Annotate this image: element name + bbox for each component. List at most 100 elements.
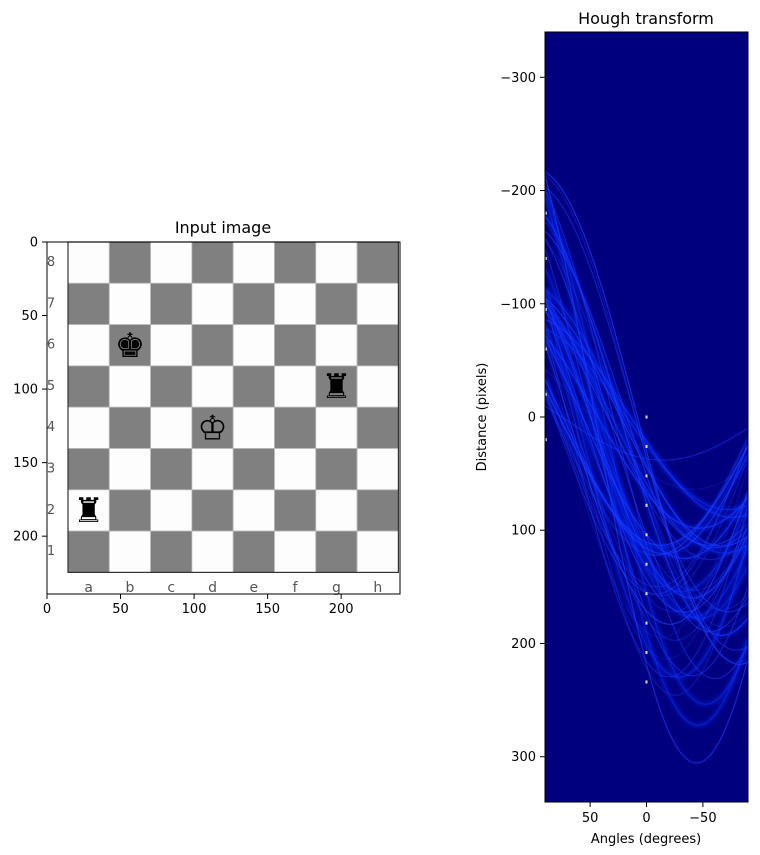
rank-labels: 8 7 6 5 4 3 2 1 [47,255,55,559]
white-king-piece: ♔ [197,408,227,448]
board-square-e2 [232,489,275,532]
board-square-f6 [274,324,317,367]
board-square-f3 [274,448,317,491]
hough-curve [545,397,748,557]
board-square-a3 [67,448,110,491]
hough-peak [645,415,648,419]
hough-curve [545,388,748,546]
board-square-g1 [315,530,358,573]
board-square-c8 [150,241,193,284]
board-square-e7 [232,282,275,325]
hough-peak [545,392,547,396]
x-tick-label: −50 [689,811,716,826]
hough-curve-glow [545,290,748,680]
file-label: g [332,580,341,596]
board-square-h8 [356,241,399,284]
board-square-a6 [67,324,110,367]
board-square-a4 [67,406,110,449]
board-square-a8 [67,241,110,284]
board-square-b3 [108,448,152,491]
board-square-h7 [356,282,399,325]
board-square-c5 [150,365,193,408]
board-square-h4 [356,406,399,449]
hough-y-ticks: −300 −200 −100 0 100 200 300 [500,71,545,765]
board-square-e5 [232,365,275,408]
x-tick-label: 0 [642,811,650,826]
board-square-g2 [315,489,358,532]
board-square-d8 [191,241,234,284]
hough-curve [545,321,748,641]
y-tick-label: −100 [500,297,536,312]
board-square-d2 [191,489,234,532]
hough-curve [545,326,748,593]
rank-label: 4 [47,420,55,435]
hough-peak [545,347,547,351]
y-tick-label: 0 [30,236,38,251]
y-tick-label: 200 [511,637,536,652]
board-square-c7 [150,282,193,325]
file-label: b [126,580,135,596]
board-square-f8 [274,241,317,284]
hough-curve [545,304,748,549]
hough-curve [545,328,748,678]
x-tick-label: 50 [582,811,599,826]
hough-curve [545,368,748,490]
x-tick-label: 0 [43,602,51,617]
hough-curve [545,394,748,556]
board-square-h5 [356,365,399,408]
file-label: c [167,580,175,596]
board-square-b7 [108,282,152,325]
board-square-h1 [356,530,399,573]
y-tick-label: 100 [511,524,536,539]
rank-label: 2 [47,503,55,518]
hough-curve [545,239,748,611]
board-square-b4 [108,406,152,449]
hough-curve [545,286,748,618]
hough-curve [545,335,748,529]
board-square-f4 [274,406,317,449]
board-square-g4 [315,406,358,449]
hough-xlabel: Angles (degrees) [591,832,701,847]
board-square-c2 [150,489,193,532]
board-square-h2 [356,489,399,532]
hough-curve [545,248,748,677]
rank-label: 6 [47,338,55,353]
input-image-title: Input image [175,218,271,237]
board-square-f1 [274,530,317,573]
hough-peaks [545,211,648,684]
board-square-b6 [108,324,152,367]
hough-curve [545,379,748,555]
x-tick-label: 50 [112,602,129,617]
hough-curve [545,368,748,639]
hough-peak [645,680,648,684]
board-square-g6 [315,324,358,367]
hough-curve [545,405,748,461]
file-label: h [373,580,382,596]
board-square-f2 [274,489,317,532]
hough-curve [545,175,748,764]
y-tick-label: 200 [13,530,38,545]
hough-curve [545,174,748,663]
board-square-e3 [232,448,275,491]
hough-peak [645,503,648,507]
rank-label: 8 [47,255,55,270]
board-square-d7 [191,282,234,325]
hough-curve [545,186,748,651]
hough-curve [545,196,748,726]
file-label: d [208,580,217,596]
file-label: e [250,580,259,596]
rank-label: 5 [47,379,55,394]
input-image-frame [46,241,401,595]
x-tick-label: 200 [329,602,354,617]
board-square-c4 [150,406,193,449]
y-tick-label: 150 [13,456,38,471]
board-square-c1 [150,530,193,573]
hough-curves [545,171,748,764]
black-rook-piece: ♜ [321,367,351,407]
hough-curve [545,297,748,696]
board-square-d6 [191,324,234,367]
chessboard [67,241,399,573]
y-tick-label: 0 [528,411,536,426]
hough-curve [545,319,748,518]
